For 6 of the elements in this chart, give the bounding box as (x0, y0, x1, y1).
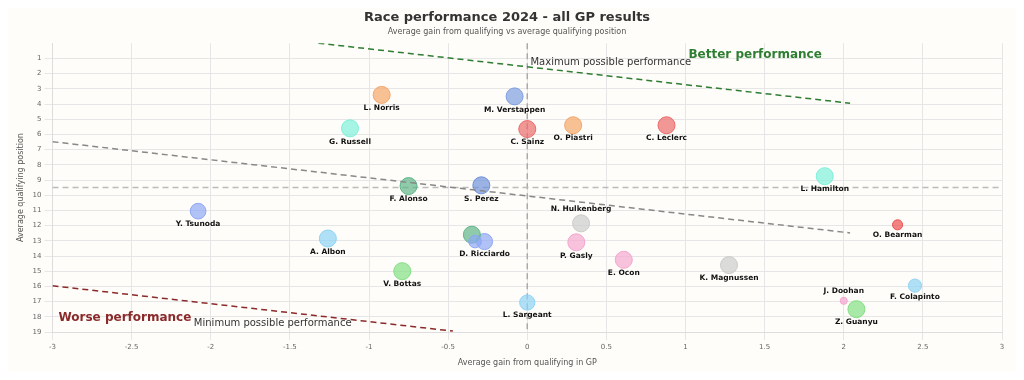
y-axis-title: Average qualifying position (15, 133, 25, 243)
x-axis-title: Average gain from qualifying in GP (457, 358, 597, 368)
series-label: Minimum possible performance (193, 317, 352, 329)
chart-title: Race performance 2024 - all GP results (363, 9, 651, 25)
annotation: Worse performance (58, 310, 192, 325)
chart-subtitle: Average gain from qualifying vs average qualifying position (387, 27, 627, 37)
